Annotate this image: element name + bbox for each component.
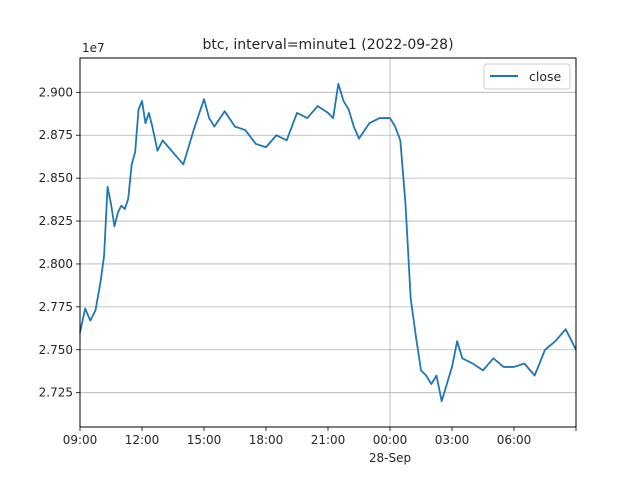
y-tick-label: 2.775: [39, 300, 73, 314]
axis-ticks: 2.725 2.750 2.775 2.800 2.825 2.850 2.875 2.900…: [39, 85, 577, 447]
x-tick-label: 12:00: [125, 433, 160, 447]
legend: close: [483, 63, 571, 90]
x-tick-label: 06:00: [497, 433, 532, 447]
legend-label-close: close: [529, 69, 562, 84]
series-line-close: [79, 82, 577, 403]
y-tick-label: 2.850: [39, 171, 73, 185]
y-tick-label: 2.900: [39, 85, 73, 99]
y-offset-text: 1e7: [82, 41, 105, 55]
x-tick-label: 03:00: [435, 433, 470, 447]
x-tick-label: 09:00: [63, 433, 98, 447]
y-tick-label: 2.725: [39, 386, 73, 400]
x-tick-label: 15:00: [187, 433, 222, 447]
x-date-label: 28-Sep: [369, 451, 411, 465]
x-tick-label: 00:00: [373, 433, 408, 447]
chart-title: btc, interval=minute1 (2022-09-28): [202, 37, 453, 53]
legend-box: [483, 63, 571, 90]
y-tick-label: 2.750: [39, 343, 73, 357]
y-tick-label: 2.825: [39, 214, 73, 228]
x-tick-label: 21:00: [311, 433, 346, 447]
y-tick-label: 2.800: [39, 257, 73, 271]
y-tick-label: 2.875: [39, 128, 73, 142]
series-layer: [79, 82, 577, 403]
x-tick-label: 18:00: [249, 433, 284, 447]
